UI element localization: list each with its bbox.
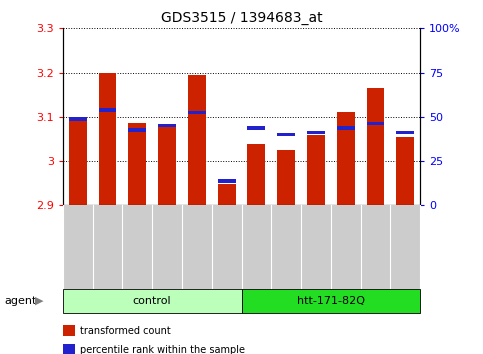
Bar [218, 179, 236, 183]
Bar [337, 113, 355, 205]
Text: ▶: ▶ [35, 296, 43, 306]
Bar [307, 135, 325, 205]
Bar [158, 124, 176, 127]
Text: control: control [133, 296, 171, 306]
Bar [397, 131, 414, 134]
Bar [247, 126, 265, 130]
Bar [397, 137, 414, 205]
Bar [367, 122, 384, 125]
Bar [307, 131, 325, 134]
Text: transformed count: transformed count [80, 326, 170, 336]
Bar [99, 108, 116, 112]
Bar [69, 117, 86, 121]
Bar [99, 73, 116, 205]
Bar [218, 184, 236, 205]
Bar [337, 126, 355, 130]
Bar [367, 88, 384, 205]
Bar [247, 144, 265, 205]
Text: htt-171-82Q: htt-171-82Q [297, 296, 365, 306]
Bar [188, 75, 206, 205]
Bar [128, 124, 146, 205]
Text: percentile rank within the sample: percentile rank within the sample [80, 345, 245, 354]
Bar [128, 129, 146, 132]
Title: GDS3515 / 1394683_at: GDS3515 / 1394683_at [161, 11, 322, 24]
Bar [188, 110, 206, 114]
Bar [277, 150, 295, 205]
Bar [69, 117, 86, 205]
Bar [277, 133, 295, 136]
Text: agent: agent [5, 296, 37, 306]
Bar [158, 124, 176, 205]
